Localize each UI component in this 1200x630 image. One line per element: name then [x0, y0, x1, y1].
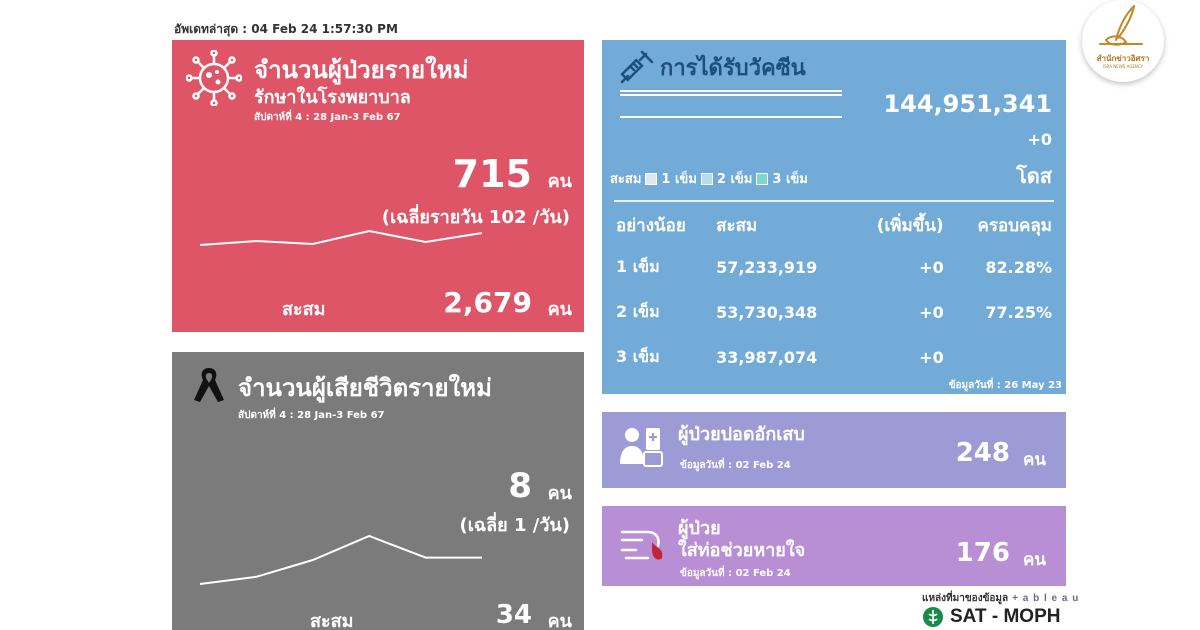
new-cases-value: 715	[452, 152, 532, 196]
row-total: 57,233,919	[716, 258, 818, 277]
new-cases-unit: คน	[547, 171, 572, 192]
row-coverage: 82.28%	[985, 258, 1052, 277]
last-updated: อัพเดทล่าสุด : 04 Feb 24 1:57:30 PM	[174, 22, 398, 36]
ventilator-value: 176	[955, 538, 1010, 568]
deaths-trend-line	[200, 534, 482, 585]
decorative-double-line	[620, 90, 842, 96]
new-cases-cumulative-value: 2,679	[443, 286, 532, 319]
vaccine-data-date: ข้อมูลวันที่ : 26 May 23	[948, 380, 1062, 391]
legend-box-dose2	[700, 172, 713, 185]
row-dose: 3 เข็ม	[616, 347, 660, 366]
new-cases-week: สัปดาห์ที่ 4 : 28 Jan-3 Feb 67	[254, 112, 401, 123]
new-cases-subtitle: รักษาในโรงพยาบาล	[254, 87, 411, 108]
sat-moph-logo: SAT - MOPH	[922, 606, 1060, 628]
new-cases-trend-line	[200, 229, 483, 246]
row-total: 53,730,348	[716, 303, 818, 322]
pneumonia-data-date: ข้อมูลวันที่ : 02 Feb 24	[680, 460, 791, 471]
virus-icon	[186, 50, 242, 106]
vaccine-title: การได้รับวัคซีน	[660, 56, 806, 81]
new-cases-cumulative-unit: คน	[547, 299, 572, 320]
table-row: 2 เข็ม 53,730,348 +0 77.25%	[616, 292, 1052, 337]
deaths-cumulative-value: 34	[495, 600, 532, 630]
table-row: 1 เข็ม 57,233,919 +0 82.28%	[616, 247, 1052, 292]
deaths-sparkline	[200, 534, 482, 585]
ventilator-panel: ผู้ป่วย ใส่ท่อช่วยหายใจ ข้อมูลวันที่ : 0…	[602, 506, 1066, 586]
vaccine-table: อย่างน้อย สะสม (เพิ่มขึ้น) ครอบคลุม 1 เข…	[616, 208, 1052, 382]
deaths-unit: คน	[547, 483, 572, 504]
col-header-coverage: ครอบคลุม	[977, 216, 1053, 236]
vaccine-table-header: อย่างน้อย สะสม (เพิ่มขึ้น) ครอบคลุม	[616, 208, 1052, 247]
row-increase: +0	[919, 258, 944, 277]
pneumonia-unit: คน	[1023, 450, 1046, 470]
pneumonia-panel: ผู้ป่วยปอดอักเสบ ข้อมูลวันที่ : 02 Feb 2…	[602, 412, 1066, 488]
source-label: แหล่งที่มาของข้อมูล	[922, 593, 1009, 604]
row-coverage	[954, 337, 1052, 382]
logo-subtext: ISRA NEWS AGENCY	[1102, 64, 1144, 69]
sat-moph-text: SAT - MOPH	[950, 606, 1061, 627]
quill-pen-icon	[1099, 5, 1143, 46]
new-cases-title: จำนวนผู้ป่วยรายใหม่	[254, 56, 469, 84]
new-cases-cumulative-label: สะสม	[282, 299, 326, 320]
isra-news-logo: สำนักข่าวอิศรา ISRA NEWS AGENCY	[1082, 0, 1164, 82]
decorative-line	[620, 116, 842, 118]
legend-dose1: 1 เข็ม	[661, 172, 697, 187]
deaths-cumulative-unit: คน	[547, 611, 572, 630]
row-coverage: 77.25%	[985, 303, 1052, 322]
row-dose: 1 เข็ม	[616, 257, 660, 276]
legend-box-dose1	[645, 172, 658, 185]
legend-dose2: 2 เข็ม	[716, 172, 753, 187]
table-row: 3 เข็ม 33,987,074 +0	[616, 337, 1052, 382]
legend-dose3: 3 เข็ม	[772, 172, 808, 187]
tableau-logo: + a b l e a u	[1012, 593, 1080, 604]
pneumonia-title: ผู้ป่วยปอดอักเสบ	[678, 424, 805, 445]
new-cases-sparkline	[200, 229, 483, 246]
row-dose: 2 เข็ม	[616, 302, 660, 321]
ventilator-title-line2: ใส่ท่อช่วยหายใจ	[678, 539, 806, 561]
syringe-icon	[620, 50, 654, 84]
deaths-week: สัปดาห์ที่ 4 : 28 Jan-3 Feb 67	[238, 410, 385, 421]
ventilator-data-date: ข้อมูลวันที่ : 02 Feb 24	[680, 568, 791, 579]
new-cases-panel: จำนวนผู้ป่วยรายใหม่ รักษาในโรงพยาบาล สัป…	[172, 40, 584, 332]
row-increase: +0	[919, 303, 944, 322]
ventilator-unit: คน	[1023, 550, 1046, 570]
col-header-dose: อย่างน้อย	[616, 216, 686, 236]
pneumonia-value: 248	[955, 438, 1010, 468]
moph-emblem-icon	[923, 607, 943, 627]
ribbon-icon	[194, 368, 224, 402]
vaccine-total-increase: +0	[1027, 130, 1052, 149]
deaths-value: 8	[508, 466, 532, 506]
logo-text: สำนักข่าวอิศรา	[1096, 54, 1150, 63]
legend-box-dose3	[756, 172, 769, 185]
row-total: 33,987,074	[716, 348, 818, 367]
vaccine-total-doses: 144,951,341	[883, 90, 1052, 118]
ventilator-title-line1: ผู้ป่วย	[678, 518, 721, 539]
vaccine-separator	[614, 200, 1054, 202]
deaths-panel: จำนวนผู้เสียชีวิตรายใหม่ สัปดาห์ที่ 4 : …	[172, 352, 584, 630]
row-increase: +0	[919, 348, 944, 367]
vaccine-legend: สะสม 1 เข็ม 2 เข็ม 3 เข็ม	[610, 168, 808, 189]
data-source: แหล่งที่มาของข้อมูล + a b l e a u	[922, 591, 1079, 606]
patient-icon	[620, 428, 663, 467]
deaths-cumulative-label: สะสม	[310, 611, 354, 630]
ventilator-title: ผู้ป่วย ใส่ท่อช่วยหายใจ	[678, 518, 805, 561]
col-header-increase: (เพิ่มขึ้น)	[876, 216, 944, 236]
vaccine-dose-unit: โดส	[1016, 164, 1052, 188]
col-header-total: สะสม	[716, 216, 758, 236]
ventilator-icon	[620, 530, 663, 560]
deaths-title: จำนวนผู้เสียชีวิตรายใหม่	[238, 374, 492, 402]
legend-label: สะสม	[610, 172, 642, 187]
vaccine-panel: การได้รับวัคซีน 144,951,341 +0 โดส สะสม …	[602, 40, 1066, 394]
new-cases-average: (เฉลี่ยรายวัน 102 /วัน)	[381, 207, 570, 228]
deaths-average: (เฉลี่ย 1 /วัน)	[459, 515, 571, 536]
